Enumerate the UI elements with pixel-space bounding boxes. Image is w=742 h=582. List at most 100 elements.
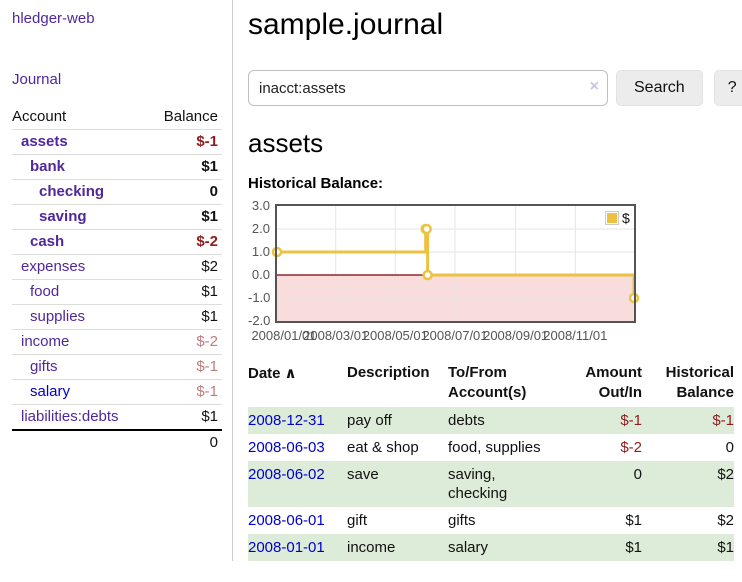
page-title: sample.journal [248,8,444,41]
sidebar: hledger-web Journal Account Balance asse… [0,0,233,561]
account-row: saving $1 [12,204,222,230]
transaction-amount: 0 [633,466,642,483]
accounts-header-row: Account Balance [12,105,222,130]
register-table: Date ∧ Description To/From Account(s) Amo… [248,361,734,561]
account-row: salary $-1 [12,379,222,405]
account-balance: 0 [147,179,222,205]
account-row: supplies $1 [12,304,222,330]
search-input[interactable] [248,70,608,106]
accounts-total-row: 0 [12,429,222,455]
register-header-accounts: To/From Account(s) [448,364,527,401]
account-row: income $-2 [12,329,222,355]
account-heading: assets [248,128,324,158]
x-axis-tick-label: 2008/05/01 [362,328,428,343]
register-header-row: Date ∧ Description To/From Account(s) Amo… [248,361,734,407]
account-link-liabilities-debts[interactable]: liabilities:debts [21,408,119,425]
transaction-date-link[interactable]: 2008-01-01 [248,539,325,556]
transaction-row: 2008-01-01 income salary $1 $1 [248,534,734,561]
account-balance: $1 [147,404,222,430]
account-row: food $1 [12,279,222,305]
legend-series-label: $ [622,210,630,226]
transaction-accounts: debts [448,412,485,429]
transaction-description: pay off [347,412,392,429]
account-balance: $-2 [147,229,222,255]
account-balance: $-2 [147,329,222,355]
help-button[interactable]: ? [713,70,742,106]
y-axis-tick-label: 0.0 [251,267,270,282]
account-link-gifts[interactable]: gifts [30,358,58,375]
transaction-accounts: food, supplies [448,439,541,456]
y-axis-tick-label: -1.0 [248,290,271,305]
sort-ascending-icon: ∧ [284,364,297,382]
account-row: bank $1 [12,154,222,180]
y-axis-tick-label: -2.0 [248,313,271,328]
account-balance: $1 [147,154,222,180]
transaction-description: save [347,466,379,483]
y-axis-tick-label: 1.0 [251,244,270,259]
transaction-accounts: saving, checking [448,466,508,502]
account-balance: $-1 [147,379,222,405]
account-link-supplies[interactable]: supplies [30,308,86,325]
x-axis-tick-label: 2008/01/01 [251,328,317,343]
account-balance: $2 [147,254,222,280]
transaction-date-link[interactable]: 2008-06-01 [248,512,325,529]
transaction-balance: $2 [717,512,734,529]
account-row: checking 0 [12,179,222,205]
account-balance: $1 [147,279,222,305]
chart-canvas [271,204,640,323]
account-link-salary[interactable]: salary [30,383,71,400]
transaction-description: eat & shop [347,439,419,456]
app-brand-link[interactable]: hledger-web [12,10,95,27]
account-row: gifts $-1 [12,354,222,380]
transaction-amount: $1 [625,512,642,529]
transaction-accounts: gifts [448,512,476,529]
account-row: expenses $2 [12,254,222,280]
search-box: × [248,70,608,106]
register-header-balance: Historical Balance [665,364,734,401]
y-axis-tick-label: 3.0 [251,198,270,213]
sidebar-item-journal[interactable]: Journal [12,71,62,88]
register-header-description: Description [347,364,430,381]
transaction-accounts: salary [448,539,489,556]
page: hledger-web Journal Account Balance asse… [0,0,742,561]
account-link-assets[interactable]: assets [21,133,68,150]
account-row: liabilities:debts $1 [12,404,222,430]
historical-balance-chart: 3.0 2.0 1.0 0.0 -1.0 -2.0 2008/01/01 2008/03/01… [248,198,700,345]
transaction-date-link[interactable]: 2008-06-03 [248,439,325,456]
transaction-row: 2008-06-02 save saving, checking 0 $2 [248,461,734,507]
accounts-header-account: Account [12,108,67,125]
account-balance: $1 [147,204,222,230]
transaction-row: 2008-06-01 gift gifts $1 $2 [248,507,734,534]
sidebar-accounts-table: Account Balance assets $-1 bank $1 check… [12,105,222,455]
account-row: cash $-2 [12,229,222,255]
transaction-balance: 0 [725,439,734,456]
account-balance: $1 [147,304,222,330]
chart-legend: $ [605,210,630,226]
y-axis-tick-label: 2.0 [251,221,270,236]
transaction-balance: $-1 [712,412,734,429]
account-balance: $-1 [147,129,222,155]
transaction-amount: $-1 [620,412,642,429]
account-link-saving[interactable]: saving [39,208,87,225]
account-link-bank[interactable]: bank [30,158,66,175]
transaction-balance: $2 [717,466,734,483]
x-axis-tick-label: 2008/07/01 [422,328,488,343]
chart-heading: Historical Balance: [248,175,384,192]
transaction-description: gift [347,512,368,529]
account-link-food[interactable]: food [30,283,60,300]
account-link-income[interactable]: income [21,333,70,350]
account-balance: $-1 [147,354,222,380]
account-link-checking[interactable]: checking [39,183,105,200]
register-header-date[interactable]: Date ∧ [248,364,297,382]
transaction-date-link[interactable]: 2008-12-31 [248,412,325,429]
transaction-row: 2008-06-03 eat & shop food, supplies $-2… [248,434,734,461]
transaction-date-link[interactable]: 2008-06-02 [248,466,325,483]
accounts-header-balance: Balance [163,108,218,125]
account-link-expenses[interactable]: expenses [21,258,86,275]
account-link-cash[interactable]: cash [30,233,65,250]
x-axis-tick-label: 2008/03/01 [303,328,369,343]
clear-search-icon[interactable]: × [589,78,599,95]
transaction-amount: $-2 [620,439,642,456]
search-button[interactable]: Search [616,70,703,106]
x-axis-tick-label: 2008/09/01 [483,328,549,343]
